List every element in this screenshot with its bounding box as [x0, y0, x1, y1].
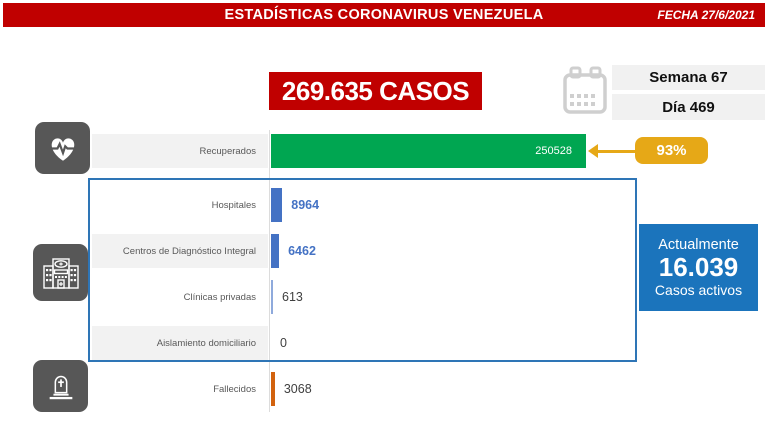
bar-value: 0 — [280, 336, 287, 350]
total-cases-value: 269.635 CASOS — [281, 75, 470, 106]
bar-value: 250528 — [535, 145, 572, 157]
bar-label: Clínicas privadas — [92, 280, 268, 314]
page-title: ESTADÍSTICAS CORONAVIRUS VENEZUELA — [224, 7, 544, 23]
bar-value: 6462 — [288, 244, 316, 258]
bar — [271, 234, 280, 268]
recovered-percent-value: 93% — [656, 142, 687, 159]
active-cases-value: 16.039 — [658, 251, 739, 282]
header-banner: ESTADÍSTICAS CORONAVIRUS VENEZUELA FECHA… — [3, 3, 765, 27]
recovered-percent-badge: 93% — [635, 137, 708, 164]
percent-arrow-head — [588, 144, 598, 158]
report-date: FECHA 27/6/2021 — [657, 8, 755, 22]
active-cases-label: Casos activos — [654, 282, 743, 299]
chart-highlight-box — [88, 178, 637, 362]
calendar-icon — [562, 66, 608, 121]
bar-value: 3068 — [283, 382, 312, 396]
bar-label: Aislamiento domiciliario — [92, 326, 268, 360]
heart-pulse-icon — [35, 122, 90, 174]
bar — [271, 372, 275, 406]
total-cases-box: 269.635 CASOS — [269, 72, 482, 110]
bar — [271, 280, 273, 314]
chart-axis-line — [269, 130, 270, 412]
bar: 250528 — [271, 134, 586, 168]
bar-label: Hospitales — [92, 188, 268, 222]
active-cases-box: Actualmente 16.039 Casos activos — [639, 224, 758, 311]
active-cases-caption: Actualmente — [658, 236, 739, 253]
bar-label: Fallecidos — [92, 372, 268, 406]
bar-value: 8964 — [291, 198, 320, 212]
day-badge: Día 469 — [612, 94, 765, 120]
percent-arrow — [597, 150, 635, 153]
hospital-icon — [33, 244, 88, 301]
bar-value: 613 — [282, 290, 303, 304]
bar-label: Recuperados — [92, 134, 268, 168]
bar-label: Centros de Diagnóstico Integral — [92, 234, 268, 268]
tombstone-icon — [33, 360, 88, 412]
bar — [271, 188, 283, 222]
week-badge: Semana 67 — [612, 65, 765, 90]
